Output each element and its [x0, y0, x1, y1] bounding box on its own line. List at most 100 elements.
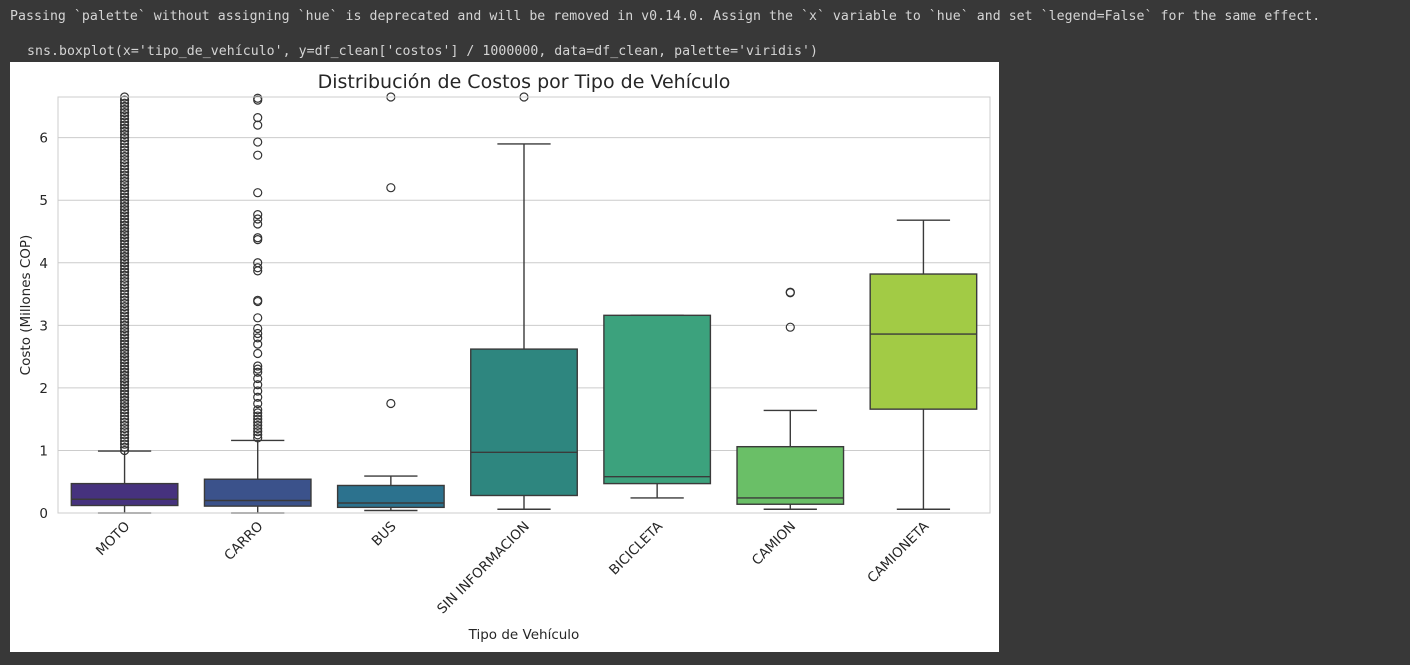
outlier-point: [253, 398, 263, 409]
outlier-point: [119, 311, 130, 321]
outlier-point: [386, 183, 396, 193]
warning-source-code: sns.boxplot(x='tipo_de_vehículo', y=df_c…: [27, 44, 818, 59]
outlier-point: [253, 233, 263, 243]
outlier-point: [119, 95, 130, 105]
outlier-point: [253, 150, 263, 160]
outlier-point: [119, 220, 130, 230]
outlier-point: [119, 264, 130, 274]
outlier-point: [119, 380, 130, 390]
outlier-point: [119, 289, 130, 299]
outlier-point: [119, 345, 130, 355]
box-group-camioneta: [869, 219, 978, 510]
box-group-bus: [336, 92, 445, 512]
outlier-point: [253, 361, 263, 371]
outlier-point: [119, 139, 130, 149]
outlier-point: [119, 339, 130, 349]
iqr-box: [603, 314, 712, 485]
outlier-point: [253, 219, 263, 229]
outlier-point: [119, 145, 130, 155]
outlier-point: [253, 348, 263, 359]
outlier-point: [119, 314, 130, 324]
outlier-point: [119, 151, 130, 162]
outlier-point: [119, 251, 130, 262]
outlier-point: [119, 176, 130, 187]
outlier-point: [119, 276, 130, 287]
outlier-point: [785, 287, 795, 297]
outlier-point: [119, 417, 130, 427]
outlier-point: [253, 93, 263, 103]
outlier-point: [119, 192, 130, 202]
outlier-point: [253, 373, 263, 384]
outlier-point: [119, 358, 130, 368]
outlier-point: [253, 323, 263, 334]
outlier-point: [119, 301, 130, 312]
outlier-point: [119, 198, 130, 208]
outlier-point: [119, 186, 130, 196]
outlier-point: [253, 392, 263, 402]
x-tick-label: SIN INFORMACION: [434, 519, 533, 618]
outlier-point: [253, 339, 263, 349]
outlier-point: [119, 445, 130, 456]
outlier-point: [119, 142, 130, 152]
outlier-point: [253, 367, 263, 377]
outlier-point: [119, 201, 130, 212]
outlier-point: [119, 230, 130, 240]
outlier-point: [119, 158, 130, 168]
outlier-point: [253, 263, 263, 273]
outlier-point: [119, 205, 130, 215]
outlier-point: [253, 188, 263, 198]
outlier-point: [119, 129, 130, 140]
box-group-sin-informacion: [470, 92, 578, 510]
outlier-point: [119, 317, 130, 327]
outlier-point: [119, 114, 130, 124]
outlier-point: [386, 398, 396, 409]
outlier-point: [119, 442, 130, 452]
outlier-point: [119, 333, 130, 343]
outlier-point: [119, 148, 130, 158]
outlier-point: [119, 248, 130, 258]
iqr-box: [470, 348, 578, 497]
outlier-point: [253, 417, 263, 427]
outlier-point: [119, 120, 130, 130]
box-group-camion: [736, 287, 845, 510]
outlier-point: [119, 223, 130, 233]
outlier-point: [119, 323, 130, 334]
outlier-point: [119, 420, 130, 431]
outlier-point: [253, 423, 263, 434]
outlier-point: [119, 320, 130, 330]
outlier-point: [253, 313, 263, 323]
outlier-point: [119, 389, 130, 399]
outlier-point: [119, 295, 130, 305]
y-tick-label: 2: [39, 381, 48, 397]
outlier-point: [119, 386, 130, 396]
outlier-point: [119, 183, 130, 193]
outlier-point: [119, 208, 130, 218]
outlier-point: [253, 420, 263, 431]
outlier-point: [119, 136, 130, 146]
outlier-point: [119, 179, 130, 190]
outlier-point: [253, 408, 263, 418]
y-tick-label: 4: [39, 256, 48, 272]
outlier-point: [119, 348, 130, 359]
deprecation-warning: Passing `palette` without assigning `hue…: [10, 9, 1321, 24]
outlier-point: [119, 355, 130, 365]
figure-canvas: Distribución de Costos por Tipo de Vehíc…: [10, 62, 999, 652]
outlier-point: [119, 239, 130, 249]
iqr-box: [70, 482, 179, 507]
outlier-point: [119, 361, 130, 371]
outlier-point: [119, 236, 130, 246]
outlier-point: [119, 439, 130, 449]
outlier-point: [253, 113, 263, 123]
outlier-point: [253, 333, 263, 343]
outlier-point: [253, 411, 263, 421]
outlier-point: [119, 98, 130, 108]
outlier-point: [119, 258, 130, 268]
outlier-point: [119, 273, 130, 284]
outlier-point: [119, 170, 130, 180]
outlier-point: [119, 195, 130, 205]
outlier-point: [119, 283, 130, 293]
outlier-point: [119, 408, 130, 418]
x-tick-label: CAMIONETA: [864, 518, 932, 586]
outlier-point: [119, 214, 130, 224]
